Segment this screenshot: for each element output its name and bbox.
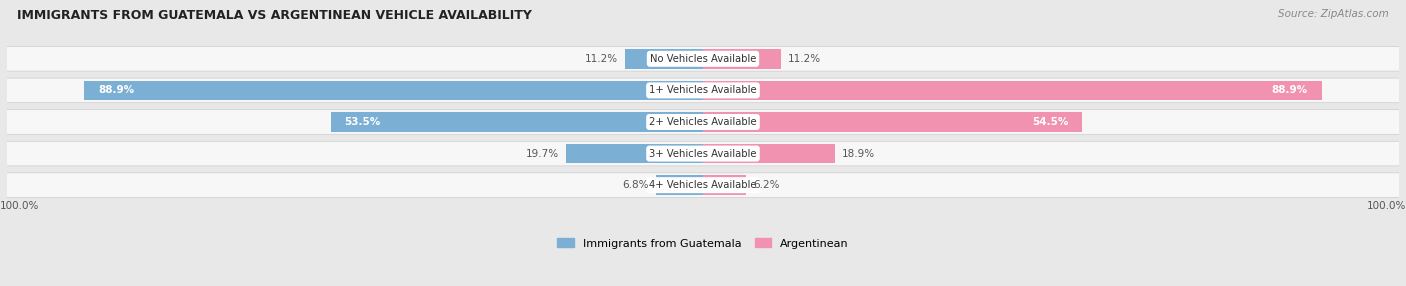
Bar: [703, 49, 780, 69]
Text: 88.9%: 88.9%: [98, 86, 134, 96]
Text: 2+ Vehicles Available: 2+ Vehicles Available: [650, 117, 756, 127]
Text: 11.2%: 11.2%: [787, 54, 821, 64]
Legend: Immigrants from Guatemala, Argentinean: Immigrants from Guatemala, Argentinean: [557, 238, 849, 249]
Text: Source: ZipAtlas.com: Source: ZipAtlas.com: [1278, 9, 1389, 19]
Text: 88.9%: 88.9%: [1272, 86, 1308, 96]
Text: 11.2%: 11.2%: [585, 54, 619, 64]
Bar: [330, 112, 703, 132]
Bar: [703, 144, 835, 163]
Text: No Vehicles Available: No Vehicles Available: [650, 54, 756, 64]
Bar: [565, 144, 703, 163]
Text: 1+ Vehicles Available: 1+ Vehicles Available: [650, 86, 756, 96]
FancyBboxPatch shape: [0, 173, 1406, 197]
Bar: [703, 81, 1322, 100]
Bar: [703, 112, 1083, 132]
Text: 54.5%: 54.5%: [1032, 117, 1069, 127]
Text: 100.0%: 100.0%: [1367, 201, 1406, 211]
Bar: [84, 81, 703, 100]
Text: 19.7%: 19.7%: [526, 148, 560, 158]
Text: 100.0%: 100.0%: [0, 201, 39, 211]
FancyBboxPatch shape: [0, 47, 1406, 71]
FancyBboxPatch shape: [0, 78, 1406, 103]
FancyBboxPatch shape: [0, 141, 1406, 166]
Text: 18.9%: 18.9%: [842, 148, 875, 158]
Text: 53.5%: 53.5%: [344, 117, 381, 127]
Text: 4+ Vehicles Available: 4+ Vehicles Available: [650, 180, 756, 190]
Bar: [703, 175, 747, 195]
Text: 6.2%: 6.2%: [754, 180, 779, 190]
Bar: [626, 49, 703, 69]
Text: 3+ Vehicles Available: 3+ Vehicles Available: [650, 148, 756, 158]
Text: IMMIGRANTS FROM GUATEMALA VS ARGENTINEAN VEHICLE AVAILABILITY: IMMIGRANTS FROM GUATEMALA VS ARGENTINEAN…: [17, 9, 531, 21]
Bar: [655, 175, 703, 195]
Text: 6.8%: 6.8%: [623, 180, 648, 190]
FancyBboxPatch shape: [0, 110, 1406, 134]
